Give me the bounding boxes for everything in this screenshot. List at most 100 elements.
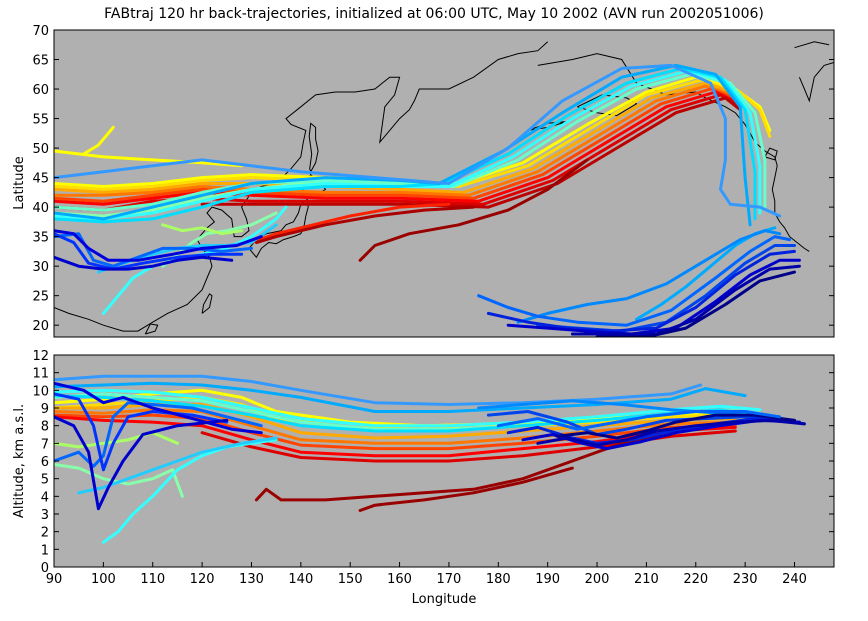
altitude-trajectory-line <box>54 381 263 435</box>
altitude-trajectory-line <box>54 401 263 468</box>
map-trajectory-line <box>477 235 792 327</box>
map-trajectory-line <box>358 158 589 262</box>
map-trajectory-line <box>54 149 244 168</box>
altitude-y-tick-label: 9 <box>41 402 49 417</box>
map-panel: 20 25 30 35 40 45 50 55 60 65 70 Latitude <box>12 24 835 338</box>
x-tick-label: 220 <box>683 572 708 587</box>
altitude-y-tick-label: 6 <box>41 455 49 470</box>
altitude-trajectory-line <box>54 408 737 445</box>
altitude-y-tick-label: 0 <box>41 561 49 576</box>
map-trajectory-line <box>516 229 782 324</box>
map-trajectory-line <box>54 87 742 203</box>
coastline-segment <box>798 62 834 103</box>
map-trajectory-line <box>161 223 244 236</box>
map-y-axis-label: Latitude <box>12 156 27 210</box>
altitude-y-tick-label: 8 <box>41 420 49 435</box>
altitude-y-tick-label: 4 <box>41 490 49 505</box>
map-y-tick-label: 20 <box>32 319 49 334</box>
map-trajectories <box>54 63 801 337</box>
map-trajectory-line <box>54 93 742 212</box>
altitude-y-tick-label: 10 <box>32 384 49 399</box>
x-tick-label: 230 <box>733 572 758 587</box>
altitude-y-tick-label: 2 <box>41 526 49 541</box>
map-y-axis: 20 25 30 35 40 45 50 55 60 65 70 <box>32 24 834 334</box>
x-tick-label: 140 <box>288 572 313 587</box>
altitude-y-tick-label: 3 <box>41 508 49 523</box>
coastline-segment <box>577 94 638 117</box>
map-y-tick-label: 50 <box>32 142 49 157</box>
map-plot-frame <box>53 29 835 338</box>
map-trajectory-line <box>54 63 782 218</box>
altitude-trajectory-line <box>54 463 184 498</box>
x-tick-label: 90 <box>46 572 63 587</box>
coastline-segment <box>764 147 778 161</box>
map-y-tick-label: 55 <box>32 113 49 128</box>
altitude-y-tick-label: 7 <box>41 437 49 452</box>
longitude-x-axis: 90 100 110 120 130 140 150 160 170 180 190 200 210 22… <box>46 562 807 587</box>
x-tick-label: 130 <box>239 572 264 587</box>
altitude-trajectory-line <box>358 466 574 512</box>
chart-title: FABtraj 120 hr back-trajectories, initia… <box>104 6 764 22</box>
altitude-trajectory-line <box>54 415 737 458</box>
altitude-trajectory-line <box>54 415 229 511</box>
altitude-trajectory-line <box>536 418 806 447</box>
map-trajectory-line <box>54 229 263 262</box>
map-y-tick-label: 60 <box>32 83 49 98</box>
map-trajectory-line <box>570 264 801 336</box>
x-tick-label: 150 <box>338 572 363 587</box>
map-trajectory-line <box>254 205 476 244</box>
altitude-y-tick-label: 11 <box>32 367 49 382</box>
map-trajectory-line <box>250 202 451 244</box>
x-tick-label: 240 <box>782 572 807 587</box>
map-trajectory-line <box>54 63 752 227</box>
coastline-segment <box>201 293 213 314</box>
map-trajectory-line <box>54 84 742 197</box>
altitude-trajectory-line <box>556 413 796 440</box>
x-tick-label: 160 <box>387 572 412 587</box>
x-tick-label: 190 <box>535 572 560 587</box>
map-y-tick-label: 25 <box>32 290 49 305</box>
x-axis-label: Longitude <box>412 592 477 607</box>
altitude-trajectory-line <box>54 381 747 413</box>
map-trajectory-line <box>200 96 742 209</box>
map-y-tick-label: 45 <box>32 172 49 187</box>
map-y-tick-label: 35 <box>32 231 49 246</box>
x-tick-label: 170 <box>437 572 462 587</box>
x-tick-label: 200 <box>585 572 610 587</box>
map-y-tick-label: 30 <box>32 260 49 275</box>
map-trajectory-line <box>82 125 115 156</box>
altitude-y-axis-label: Altitude, km a.s.l. <box>12 404 27 518</box>
map-trajectory-line <box>54 90 742 206</box>
x-tick-label: 210 <box>634 572 659 587</box>
altitude-trajectory-line <box>254 433 673 502</box>
altitude-y-tick-label: 12 <box>32 349 49 364</box>
altitude-trajectories <box>54 374 806 544</box>
altitude-y-tick-label: 5 <box>41 473 49 488</box>
map-y-tick-label: 65 <box>32 54 49 69</box>
coastline-segment <box>794 41 830 49</box>
map-trajectory-line <box>486 249 796 333</box>
altitude-y-tick-label: 1 <box>41 543 49 558</box>
map-trajectory-line <box>54 255 234 271</box>
map-y-tick-label: 40 <box>32 201 49 216</box>
x-tick-label: 120 <box>190 572 215 587</box>
x-tick-label: 180 <box>486 572 511 587</box>
coastline-segment <box>248 198 309 259</box>
map-trajectory-line <box>54 81 742 194</box>
coastline-segment <box>144 323 159 335</box>
map-trajectory-line <box>54 69 762 221</box>
altitude-trajectory-line <box>486 410 787 436</box>
map-y-tick-label: 70 <box>32 24 49 39</box>
x-tick-label: 110 <box>140 572 165 587</box>
altitude-trajectory-line <box>496 410 782 431</box>
altitude-trajectory-line <box>54 374 703 406</box>
map-trajectory-line <box>54 72 767 212</box>
x-tick-label: 100 <box>91 572 116 587</box>
altitude-trajectory-line <box>54 413 737 451</box>
map-trajectory-line <box>595 270 796 337</box>
map-trajectory-line <box>54 232 244 271</box>
coastline-segment <box>308 122 319 172</box>
